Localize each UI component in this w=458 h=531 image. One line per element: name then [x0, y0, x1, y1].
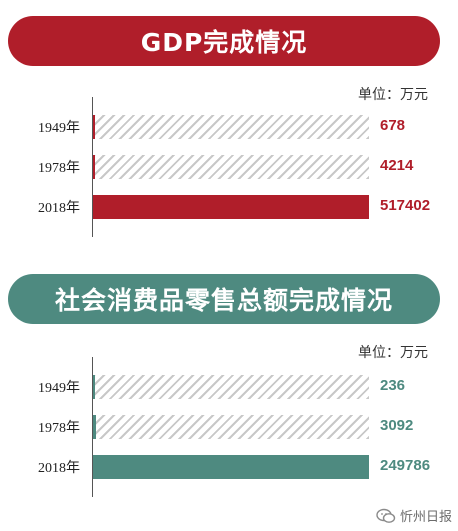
wechat-icon [376, 508, 396, 523]
gdp-value-label: 678 [380, 117, 406, 134]
gdp-value-label: 517402 [380, 197, 431, 214]
gdp-value-label: 4214 [380, 157, 414, 174]
retail-bar-track [93, 375, 369, 399]
gdp-axis-line [92, 97, 93, 237]
footer-source-text: 忻州日报 [399, 510, 452, 525]
gdp-year-label: 1978年 [38, 161, 80, 176]
retail-value-label: 249786 [380, 457, 431, 474]
gdp-bar [93, 195, 369, 219]
retail-value-label: 236 [380, 377, 406, 394]
retail-bar-track [93, 415, 369, 439]
gdp-year-label: 1949年 [38, 121, 80, 136]
retail-bar [93, 455, 369, 479]
gdp-year-label: 2018年 [38, 201, 80, 216]
gdp-bar-chart: 1949年 678 1978年 4214 2018年 517402 [0, 97, 458, 237]
gdp-chart-title: GDP完成情况 [8, 16, 440, 66]
retail-value-label: 3092 [380, 417, 414, 434]
gdp-bar [93, 115, 95, 139]
retail-bar-row: 1949年 236 [0, 375, 458, 399]
retail-bar-chart: 1949年 236 1978年 3092 2018年 249786 [0, 357, 458, 497]
retail-chart-title: 社会消费品零售总额完成情况 [8, 274, 440, 324]
retail-bar-row: 1978年 3092 [0, 415, 458, 439]
retail-year-label: 2018年 [38, 461, 80, 476]
retail-year-label: 1949年 [38, 381, 80, 396]
gdp-bar-row: 2018年 517402 [0, 195, 458, 219]
retail-axis-line [92, 357, 93, 497]
gdp-bar-track [93, 155, 369, 179]
footer-source: 忻州日报 [376, 506, 452, 525]
retail-bar [93, 375, 95, 399]
retail-year-label: 1978年 [38, 421, 80, 436]
gdp-bar-track [93, 115, 369, 139]
gdp-unit-label: 单位：万元 [358, 87, 428, 103]
gdp-bar-row: 1949年 678 [0, 115, 458, 139]
gdp-bar-row: 1978年 4214 [0, 155, 458, 179]
retail-unit-label: 单位：万元 [358, 345, 428, 361]
gdp-bar [93, 155, 96, 179]
retail-bar-row: 2018年 249786 [0, 455, 458, 479]
retail-bar [93, 415, 97, 439]
